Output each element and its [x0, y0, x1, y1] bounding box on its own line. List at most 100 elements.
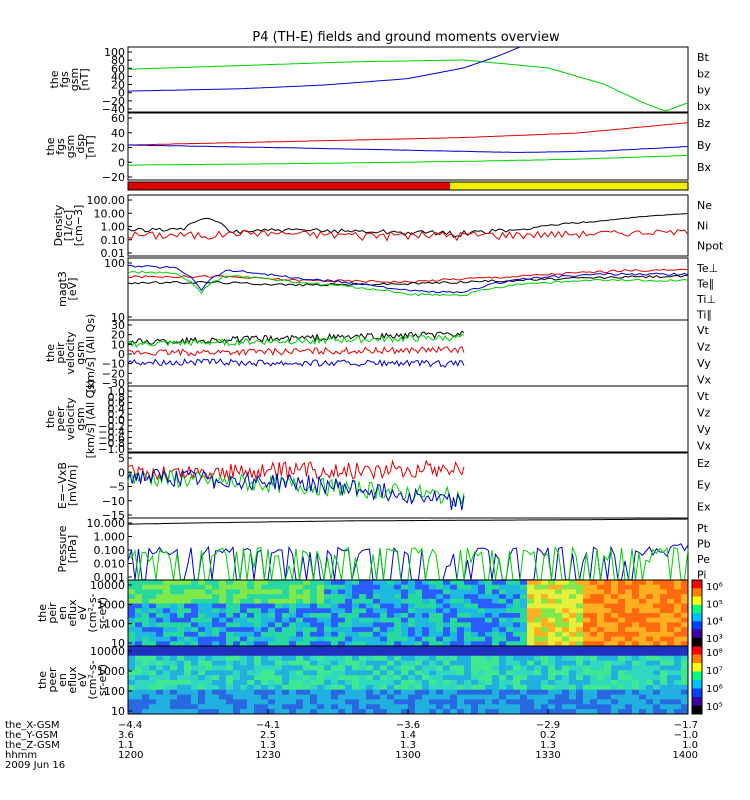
spectrogram-cell [646, 650, 654, 657]
spectrogram-cell [562, 704, 570, 710]
spectrogram-cell [170, 665, 178, 671]
spectrogram-cell [226, 636, 234, 642]
spectrogram-cell [478, 670, 486, 676]
colorbar-label: 10⁴ [706, 617, 723, 628]
spectrogram-cell [303, 613, 311, 619]
spectrogram-cell [338, 694, 346, 700]
spectrogram-cell [639, 608, 647, 614]
spectrogram-cell [527, 598, 535, 605]
spectrogram-cell [198, 650, 206, 657]
spectrogram-cell [352, 580, 360, 586]
spectrogram-cell [233, 694, 241, 700]
spectrogram-cell [128, 684, 136, 691]
spectrogram-cell [233, 594, 241, 600]
spectrogram-cell [345, 699, 353, 705]
legend-Vz: Vz [697, 341, 711, 354]
spectrogram-cell [177, 650, 185, 657]
ylabel-line: [nT] [78, 68, 91, 90]
spectrogram-cell [457, 603, 465, 609]
spectrogram-cell [681, 598, 689, 605]
spectrogram-cell [450, 675, 458, 681]
spectrogram-cell [289, 694, 297, 700]
spectrogram-cell [254, 598, 262, 605]
spectrogram-cell [149, 580, 157, 586]
spectrogram-cell [163, 646, 171, 652]
spectrogram-cell [478, 594, 486, 600]
spectrogram-cell [499, 594, 507, 600]
xaxis-value: −1.7 [674, 720, 698, 731]
spectrogram-cell [590, 684, 598, 691]
spectrogram-cell [352, 594, 360, 600]
spectrogram-cell [408, 617, 416, 623]
spectrogram-cell [205, 650, 213, 657]
spectrogram-cell [289, 627, 297, 633]
spectrogram-cell [394, 598, 402, 605]
spectrogram-cell [611, 584, 619, 590]
spectrogram-cell [590, 613, 598, 619]
spectrogram-cell [331, 660, 339, 666]
spectrogram-cell [457, 589, 465, 595]
spectrogram-cell [212, 650, 220, 657]
spectrogram-cell [387, 665, 395, 671]
spectrogram-cell [527, 580, 535, 586]
spectrogram-cell [247, 665, 255, 671]
spectrogram-cell [660, 665, 668, 671]
spectrogram-cell [443, 617, 451, 623]
spectrogram-cell [520, 704, 528, 710]
spectrogram-cell [492, 646, 500, 652]
spectrogram-cell [639, 704, 647, 710]
spectrogram-cell [289, 589, 297, 595]
spectrogram-cell [240, 699, 248, 705]
spectrogram-cell [163, 684, 171, 691]
spectrogram-cell [450, 650, 458, 657]
spectrogram-cell [219, 636, 227, 642]
spectrogram-cell [450, 655, 458, 662]
legend-By: By [697, 139, 712, 152]
spectrogram-cell [562, 699, 570, 705]
spectrogram-cell [212, 608, 220, 614]
spectrogram-cell [653, 650, 661, 657]
spectrogram-cell [128, 627, 136, 633]
spectrogram-cell [324, 584, 332, 590]
spectrogram-cell [625, 584, 633, 590]
spectrogram-cell [170, 680, 178, 686]
spectrogram-cell [380, 584, 388, 590]
spectrogram-cell [653, 584, 661, 590]
spectrogram-cell [562, 598, 570, 605]
spectrogram-cell [324, 617, 332, 623]
spectrogram-cell [338, 670, 346, 676]
spectrogram-cell [499, 580, 507, 586]
spectrogram-cell [170, 598, 178, 605]
spectrogram-cell [632, 704, 640, 710]
spectrogram-cell [660, 675, 668, 681]
legend-Ex: Ex [697, 500, 711, 513]
spectrogram-cell [555, 589, 563, 595]
spectrogram-cell [128, 631, 136, 638]
spectrogram-cell [296, 636, 304, 642]
spectrogram-cell [275, 594, 283, 600]
spectrogram-cell [667, 627, 675, 633]
spectrogram-cell [436, 622, 444, 628]
spectrogram-cell [674, 680, 682, 686]
spectrogram-cell [513, 704, 521, 710]
spectrogram-cell [219, 670, 227, 676]
legend-bx: bx [697, 100, 711, 113]
spectrogram-cell [597, 613, 605, 619]
spectrogram-cell [296, 655, 304, 662]
spectrogram-cell [317, 646, 325, 652]
spectrogram-cell [415, 631, 423, 638]
spectrogram-cell [562, 655, 570, 662]
spectrogram-cell [534, 675, 542, 681]
spectrogram-cell [149, 680, 157, 686]
spectrogram-cell [163, 631, 171, 638]
spectrogram-cell [443, 689, 451, 696]
spectrogram-cell [289, 684, 297, 691]
spectrogram-cell [289, 631, 297, 638]
spectrogram-cell [548, 636, 556, 642]
spectrogram-cell [471, 641, 479, 647]
spectrogram-cell [226, 704, 234, 710]
spectrogram-cell [485, 680, 493, 686]
spectrogram-cell [380, 689, 388, 696]
spectrogram-cell [366, 641, 374, 647]
spectrogram-cell [464, 622, 472, 628]
